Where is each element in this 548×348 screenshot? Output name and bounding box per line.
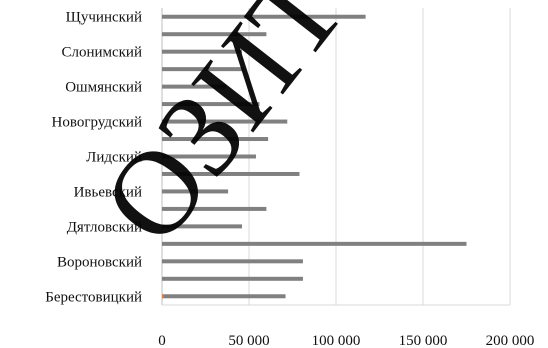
x-tick-label: 150 000 [399,333,448,348]
bar [162,241,467,246]
bar [162,119,288,124]
category-labels: Щучинский Слонимский Ошмянский Новогрудский… [45,10,142,306]
bar [162,49,243,54]
bar [162,294,286,299]
bar-secondary [162,294,164,299]
x-tick-label: 50 000 [228,333,269,348]
x-tick-label: 200 000 [486,333,535,348]
x-tick-label: 100 000 [312,333,361,348]
category-label: Вороновский [57,254,142,270]
category-label: Берестовицкий [45,289,142,305]
bar [162,171,300,176]
category-label: Лидский [86,150,142,166]
bar [162,102,260,107]
bar [162,206,267,211]
bar [162,259,303,264]
x-tick-labels: 0 50 000 100 000 150 000 200 000 [158,333,534,348]
category-label: Ошмянский [65,80,142,96]
bar [162,67,244,72]
x-tick-label: 0 [158,333,166,348]
bar [162,224,243,229]
category-label: Новогрудский [52,115,142,131]
bar [162,14,366,19]
grid-lines [161,8,511,306]
bar [162,137,269,142]
bar [162,32,267,37]
bar [162,276,303,281]
bar [162,189,229,194]
category-label: Слонимский [61,45,142,61]
bar [162,154,256,159]
category-label: Ивьевский [74,184,142,200]
bar [162,84,227,89]
category-label: Щучинский [66,10,142,26]
bars [162,14,467,299]
category-label: Дятловский [67,219,142,235]
